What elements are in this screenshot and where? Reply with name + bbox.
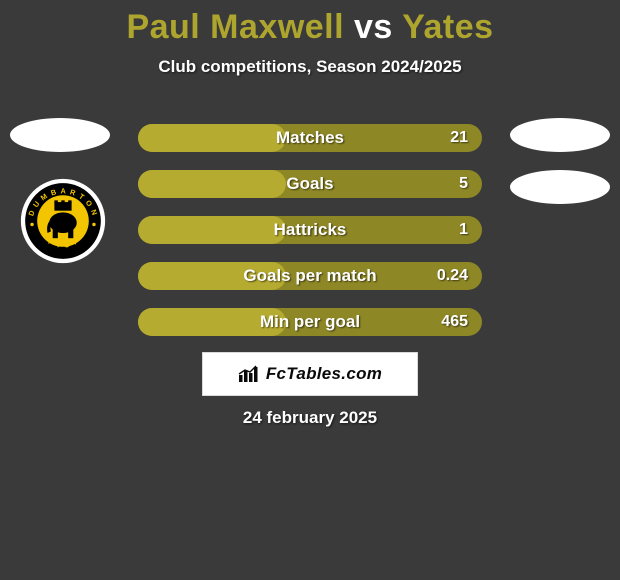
bar-fill-left	[138, 170, 286, 198]
player-badge-right-2	[510, 170, 610, 204]
subtitle: Club competitions, Season 2024/2025	[0, 57, 620, 77]
bar-row: Min per goal 465	[138, 308, 482, 336]
comparison-bars: Matches 21 Goals 5 Hattricks 1 Goals per…	[138, 124, 482, 354]
player-badge-right-1	[510, 118, 610, 152]
bar-value-right: 465	[441, 313, 468, 331]
bar-value-right: 1	[459, 221, 468, 239]
bar-value-right: 5	[459, 175, 468, 193]
player-badge-left	[10, 118, 110, 152]
club-crest: D U M B A R T O N F . C .	[20, 178, 106, 264]
title-player-right: Yates	[402, 8, 493, 46]
title-vs: vs	[344, 8, 402, 46]
watermark: FcTables.com	[202, 352, 418, 396]
bar-fill-left	[138, 262, 286, 290]
bar-fill-left	[138, 124, 286, 152]
bar-chart-icon	[238, 365, 260, 383]
bar-value-right: 21	[450, 129, 468, 147]
bar-row: Goals per match 0.24	[138, 262, 482, 290]
bar-value-right: 0.24	[437, 267, 468, 285]
bar-row: Goals 5	[138, 170, 482, 198]
watermark-text: FcTables.com	[266, 364, 382, 384]
footer-date: 24 february 2025	[0, 408, 620, 428]
title-player-left: Paul Maxwell	[126, 8, 344, 46]
page-title: Paul Maxwell vs Yates	[0, 0, 620, 47]
bar-fill-left	[138, 308, 286, 336]
bar-fill-left	[138, 216, 286, 244]
dumbarton-crest-icon: D U M B A R T O N F . C .	[20, 178, 106, 264]
bar-row: Matches 21	[138, 124, 482, 152]
bar-row: Hattricks 1	[138, 216, 482, 244]
